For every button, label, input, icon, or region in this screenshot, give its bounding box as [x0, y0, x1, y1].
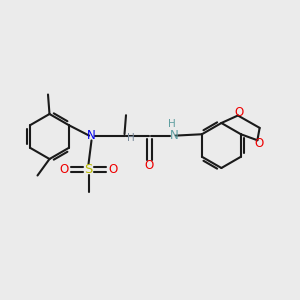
Text: O: O — [109, 163, 118, 176]
Text: O: O — [254, 137, 263, 150]
Text: S: S — [84, 163, 93, 176]
Text: H: H — [168, 119, 176, 129]
Text: N: N — [169, 129, 178, 142]
Text: H: H — [127, 133, 135, 143]
Text: O: O — [145, 159, 154, 172]
Text: O: O — [235, 106, 244, 119]
Text: O: O — [59, 163, 68, 176]
Text: N: N — [87, 129, 96, 142]
